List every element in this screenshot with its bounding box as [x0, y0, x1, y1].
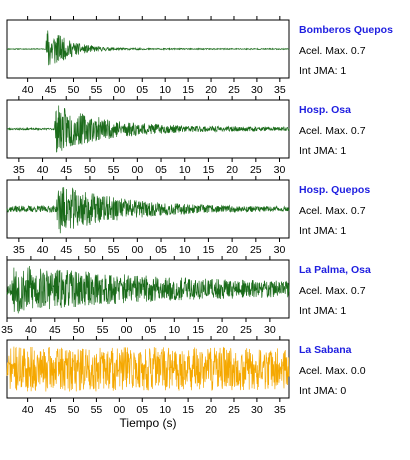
tick-label: 00	[113, 84, 125, 96]
tick-label: 25	[240, 324, 252, 336]
tick-label: 00	[131, 244, 143, 256]
tick-label: 20	[226, 164, 238, 176]
tick-label: 35	[274, 84, 286, 96]
tick-label: 30	[251, 84, 263, 96]
waveform-series	[6, 187, 290, 234]
station-name: Hosp. Osa	[299, 104, 351, 116]
panel-3: 35 40 45 50 55 00 05 10 15 20 25 30 Hosp. Quepos Acel…	[6, 176, 370, 256]
tick-label: 40	[37, 244, 49, 256]
tick-label: 30	[274, 164, 286, 176]
tick-label: 10	[179, 164, 191, 176]
tick-label: 35	[274, 404, 286, 416]
tick-label: 50	[84, 164, 96, 176]
tick-label: 45	[49, 324, 61, 336]
tick-label: 05	[145, 324, 157, 336]
tick-label: 15	[182, 404, 194, 416]
tick-label: 35	[1, 324, 13, 336]
tick-label: 55	[108, 164, 120, 176]
tick-label: 50	[68, 404, 80, 416]
tick-label: 05	[155, 164, 167, 176]
tick-label: 10	[168, 324, 180, 336]
tick-label: 40	[22, 404, 34, 416]
acel-max-label: Acel. Max. 0.7	[299, 45, 366, 57]
x-axis-title: Tiempo (s)	[120, 416, 177, 430]
tick-label: 05	[136, 404, 148, 416]
tick-label: 25	[228, 84, 240, 96]
tick-label: 15	[192, 324, 204, 336]
waveform-series	[6, 105, 290, 153]
jma-intensity-label: Int JMA: 1	[299, 65, 346, 77]
tick-label: 50	[84, 244, 96, 256]
tick-label: 45	[45, 404, 57, 416]
panel-5: 40 45 50 55 00 05 10 15 20 25 30 35 La Sabana Acel. M…	[6, 336, 366, 416]
tick-label: 25	[228, 404, 240, 416]
tick-label: 45	[45, 84, 57, 96]
station-name: Hosp. Quepos	[299, 184, 370, 196]
waveform-series	[6, 266, 290, 314]
tick-label: 05	[155, 244, 167, 256]
tick-label: 30	[264, 324, 276, 336]
acel-max-label: Acel. Max. 0.7	[299, 205, 366, 217]
tick-label: 55	[91, 84, 103, 96]
tick-label: 15	[203, 244, 215, 256]
tick-label: 55	[108, 244, 120, 256]
tick-label: 20	[205, 84, 217, 96]
tick-label: 10	[179, 244, 191, 256]
tick-label: 15	[182, 84, 194, 96]
tick-label: 05	[136, 84, 148, 96]
tick-label: 20	[205, 404, 217, 416]
tick-label: 30	[274, 244, 286, 256]
tick-label: 10	[159, 84, 171, 96]
tick-label: 35	[13, 164, 25, 176]
waveform-series	[6, 30, 290, 66]
tick-label: 55	[97, 324, 109, 336]
tick-label: 15	[203, 164, 215, 176]
tick-label: 20	[226, 244, 238, 256]
tick-label: 50	[73, 324, 85, 336]
seismogram-panels: 40 45 50 55 00 05 10 15 20 25 30 35 Bomberos Quepos A…	[1, 16, 393, 416]
tick-label: 25	[250, 244, 262, 256]
acel-max-label: Acel. Max. 0.7	[299, 125, 366, 137]
acel-max-label: Acel. Max. 0.0	[299, 365, 366, 377]
tick-label: 45	[60, 164, 72, 176]
station-name: Bomberos Quepos	[299, 24, 393, 36]
tick-label: 40	[22, 84, 34, 96]
panel-2: 35 40 45 50 55 00 05 10 15 20 25 30 Hosp. Osa Acel. M…	[6, 96, 366, 176]
tick-label: 55	[91, 404, 103, 416]
station-name: La Palma, Osa	[299, 264, 371, 276]
panel-4: 35 40 45 50 55 00 05 10 15 20 25 30 La Palma, Osa Ace…	[1, 256, 371, 336]
tick-label: 20	[216, 324, 228, 336]
jma-intensity-label: Int JMA: 1	[299, 305, 346, 317]
jma-intensity-label: Int JMA: 1	[299, 145, 346, 157]
tick-label: 35	[13, 244, 25, 256]
tick-label: 40	[25, 324, 37, 336]
acel-max-label: Acel. Max. 0.7	[299, 285, 366, 297]
waveform-series	[6, 346, 290, 392]
tick-label: 00	[121, 324, 133, 336]
station-name: La Sabana	[299, 344, 352, 356]
jma-intensity-label: Int JMA: 0	[299, 385, 346, 397]
tick-label: 40	[37, 164, 49, 176]
tick-label: 00	[113, 404, 125, 416]
tick-label: 30	[251, 404, 263, 416]
panel-1: 40 45 50 55 00 05 10 15 20 25 30 35 Bomberos Quepos A…	[6, 16, 393, 96]
tick-label: 50	[68, 84, 80, 96]
tick-label: 10	[159, 404, 171, 416]
tick-label: 00	[131, 164, 143, 176]
tick-label: 45	[60, 244, 72, 256]
tick-label: 25	[250, 164, 262, 176]
jma-intensity-label: Int JMA: 1	[299, 225, 346, 237]
